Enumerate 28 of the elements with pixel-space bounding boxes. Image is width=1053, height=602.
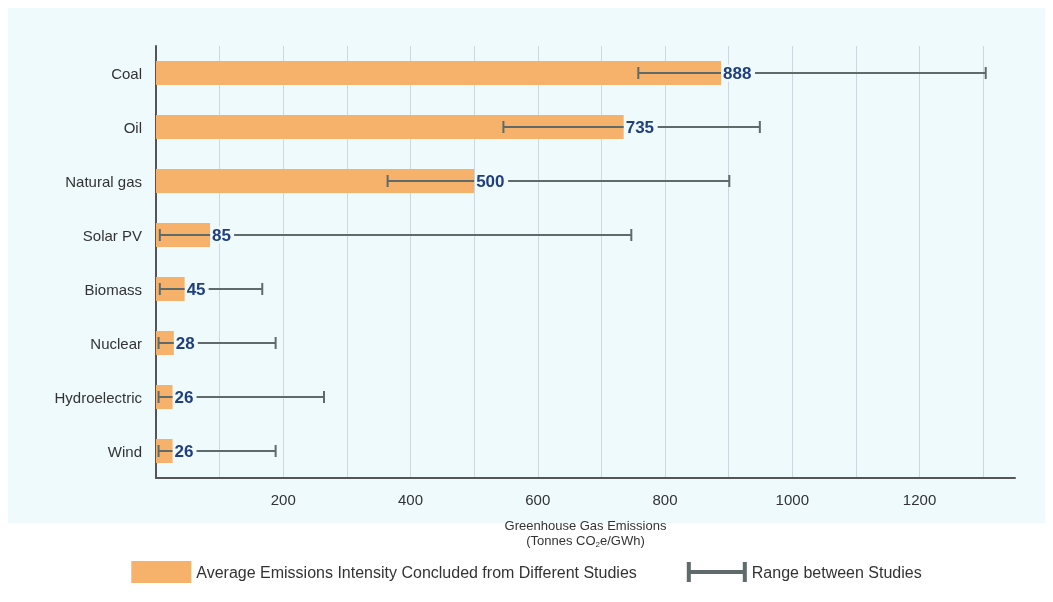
bar [156,115,624,139]
data-label: 26 [174,387,194,407]
y-tick-label: Biomass [84,280,142,298]
data-label: 888 [723,63,752,83]
legend-label: Average Emissions Intensity Concluded from Different Studies [196,563,637,581]
y-tick-label: Nuclear [90,334,142,352]
x-tick-label: 1200 [902,491,937,508]
y-tick-label: Solar PV [82,226,142,244]
data-label: 500 [476,171,505,191]
y-tick-label: Wind [107,442,142,460]
y-tick-label: Hydroelectric [54,388,143,406]
y-tick-label: Coal [111,64,142,82]
data-label: 735 [625,117,655,137]
x-tick-label: 1000 [775,491,809,508]
x-tick-label: 400 [398,491,424,508]
bar [156,169,475,193]
y-tick-label: Oil [123,118,142,136]
data-label: 85 [212,225,232,245]
bar [156,61,722,85]
data-label: 26 [174,441,194,461]
x-tick-label: 800 [652,491,678,508]
text: Range between Studies [751,563,922,581]
bar [156,223,211,247]
data-label: 28 [175,333,195,353]
x-tick-label: 200 [270,491,296,508]
x-tick-label: 600 [525,491,551,508]
data-label: 45 [186,279,206,299]
y-tick-label: Natural gas [65,172,142,190]
